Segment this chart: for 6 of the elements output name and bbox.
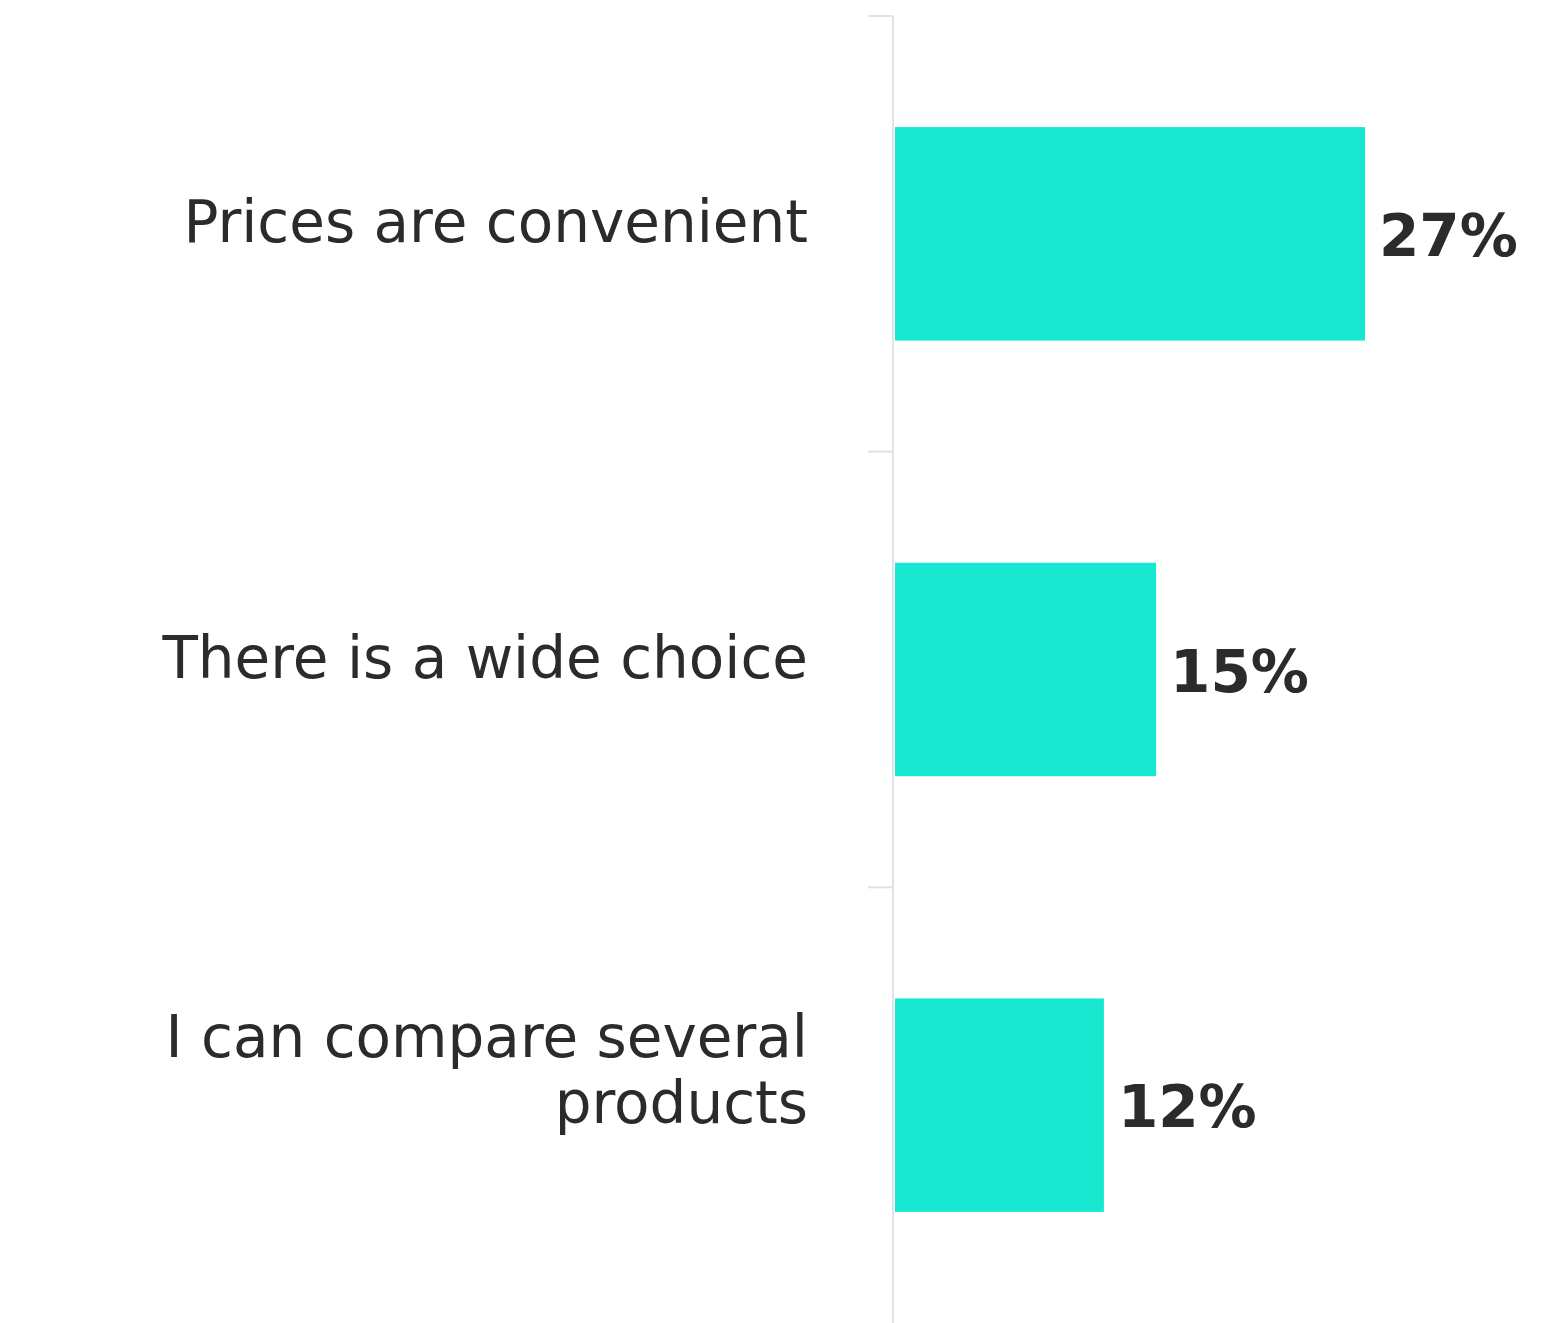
y-tick-label: There is a wide choice bbox=[161, 623, 808, 692]
y-tick-label: Prices are convenient bbox=[183, 188, 808, 257]
data-label: 12% bbox=[1117, 1073, 1257, 1142]
data-label: 27% bbox=[1379, 201, 1518, 270]
data-label: 15% bbox=[1170, 637, 1309, 706]
y-tick-label: I can compare several products bbox=[165, 1002, 808, 1137]
